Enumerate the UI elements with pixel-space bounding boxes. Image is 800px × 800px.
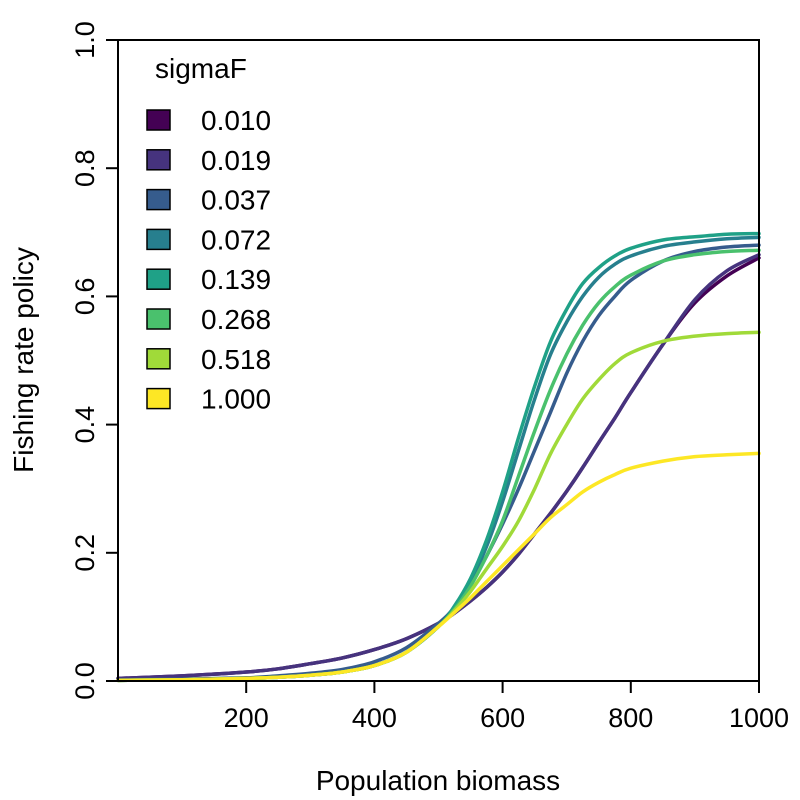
legend-label: 0.019 [201, 145, 271, 176]
x-tick-label: 400 [352, 703, 397, 733]
plot-frame [117, 39, 760, 682]
x-tick-label: 200 [224, 703, 269, 733]
x-tick-label: 800 [608, 703, 653, 733]
legend-swatch [146, 149, 171, 171]
legend-label: 1.000 [201, 384, 271, 415]
y-axis-title: Fishing rate policy [8, 247, 39, 473]
legend-label: 0.037 [201, 185, 271, 216]
legend-swatch [146, 228, 171, 251]
legend-label: 0.072 [201, 224, 271, 255]
x-tick-label: 600 [480, 703, 525, 733]
legend-label: 0.268 [201, 304, 271, 335]
legend-swatch [146, 308, 171, 330]
legend-label: 0.518 [201, 344, 271, 375]
y-tick-label: 0.6 [70, 278, 100, 316]
x-tick-label: 1000 [729, 703, 789, 733]
y-tick-label: 0.4 [70, 406, 100, 444]
legend-label: 0.010 [201, 105, 271, 136]
legend: sigmaF 0.010 0.019 0.037 0.072 0.139 0.268 0.5… [146, 53, 271, 415]
legend-swatch [146, 387, 171, 410]
x-axis-title: Population biomass [316, 765, 560, 796]
legend-label: 0.139 [201, 264, 271, 295]
series-line-0.139 [116, 231, 761, 683]
x-axis: 200 400 600 800 1000 [224, 681, 789, 733]
legend-swatch [146, 188, 171, 211]
y-axis: 0.0 0.2 0.4 0.6 0.8 1.0 [70, 21, 118, 700]
series-line-1.000 [116, 451, 761, 683]
legend-swatch [146, 348, 171, 370]
y-tick-label: 0.8 [70, 149, 100, 187]
series-lines [116, 231, 761, 683]
legend-swatch [146, 268, 171, 290]
y-tick-label: 0.0 [70, 662, 100, 700]
y-tick-label: 0.2 [70, 534, 100, 572]
legend-swatch [146, 109, 171, 131]
legend-title: sigmaF [155, 53, 247, 84]
y-tick-label: 1.0 [70, 21, 100, 59]
series-line-0.019 [116, 252, 761, 681]
